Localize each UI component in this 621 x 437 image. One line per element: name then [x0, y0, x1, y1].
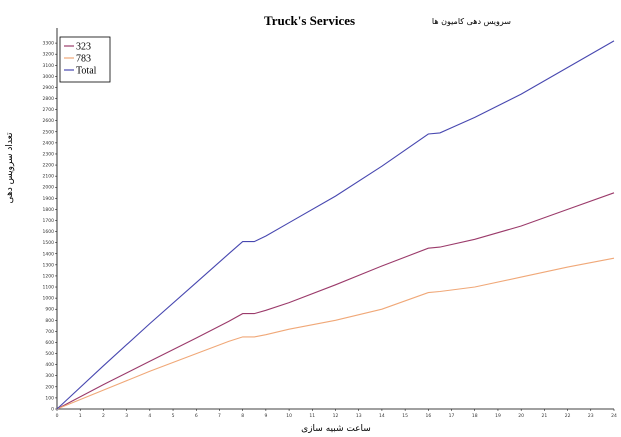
y-tick-label: 700	[45, 329, 54, 335]
y-tick-label: 2600	[43, 118, 55, 124]
x-tick-labels: 0 1 2 3 4 5 6 7 8 9 10 11 12 13 14 15 16 17 18 19 20 21 22 23 24	[56, 413, 617, 419]
chart-title-en: Truck's Services	[264, 13, 355, 28]
y-tick-label: 3300	[43, 41, 55, 47]
y-tick-label: 2100	[43, 174, 55, 180]
x-tick-label: 1	[79, 413, 82, 419]
y-tick-label: 500	[45, 351, 54, 357]
y-tick-label: 2700	[43, 107, 55, 113]
y-tick-label: 2000	[43, 185, 55, 191]
y-tick-label: 1900	[43, 196, 55, 202]
x-tick-label: 22	[565, 413, 571, 419]
y-tick-label: 2900	[43, 85, 55, 91]
y-tick-label: 1700	[43, 218, 55, 224]
x-tick-label: 21	[542, 413, 548, 419]
y-tick-label: 2300	[43, 151, 55, 157]
x-tick-label: 24	[611, 413, 617, 419]
x-tick-label: 15	[402, 413, 408, 419]
series-line-323	[56, 192, 615, 410]
x-tick-label: 5	[172, 413, 175, 419]
x-tick-label: 6	[195, 413, 198, 419]
x-axis-label: ساعت شبیه سازی	[301, 424, 371, 434]
y-tick-labels: 0 100 200 300 400 500 600 700 800 900 1000 1100 1200…	[43, 41, 55, 413]
x-tick-label: 16	[425, 413, 431, 419]
y-tick-label: 900	[45, 307, 54, 313]
chart-subtitle: سرویس دهی کامیون ها	[432, 17, 511, 26]
x-tick-label: 23	[588, 413, 594, 419]
series-lines	[56, 40, 615, 410]
x-tick-label: 14	[379, 413, 385, 419]
x-tick-label: 7	[218, 413, 221, 419]
x-tick-label: 8	[241, 413, 244, 419]
y-axis-label: تعداد سرویس دهی	[5, 132, 15, 203]
axes	[55, 28, 615, 411]
y-tick-label: 300	[45, 373, 54, 379]
x-tick-label: 3	[125, 413, 128, 419]
y-tick-label: 400	[45, 362, 54, 368]
y-tick-label: 2200	[43, 163, 55, 169]
x-tick-label: 10	[286, 413, 292, 419]
series-line-783	[56, 257, 615, 410]
x-tick-label: 13	[356, 413, 362, 419]
y-tick-label: 1000	[43, 296, 55, 302]
legend-label-323: 323	[76, 42, 91, 53]
y-tick-label: 1200	[43, 273, 55, 279]
y-tick-label: 2400	[43, 140, 55, 146]
y-tick-label: 1800	[43, 207, 55, 213]
y-tick-label: 600	[45, 340, 54, 346]
x-tick-label: 17	[449, 413, 455, 419]
y-tick-label: 1100	[43, 285, 55, 291]
y-tick-label: 3200	[43, 52, 55, 58]
x-tick-label: 4	[148, 413, 151, 419]
y-tick-label: 3000	[43, 74, 55, 80]
y-tick-label: 1400	[43, 251, 55, 257]
chart-title: Truck's Services سرویس دهی کامیون ها	[264, 13, 511, 28]
y-tick-label: 3100	[43, 63, 55, 69]
legend-label-total: Total	[76, 66, 97, 77]
series-line-total	[56, 40, 615, 410]
x-tick-label: 0	[56, 413, 59, 419]
x-tick-label: 20	[518, 413, 524, 419]
y-tick-label: 1300	[43, 262, 55, 268]
x-tick-label: 18	[472, 413, 478, 419]
y-tick-label: 0	[51, 407, 54, 413]
x-tick-label: 19	[495, 413, 501, 419]
y-tick-label: 1600	[43, 229, 55, 235]
y-tick-label: 1500	[43, 240, 55, 246]
y-tick-label: 100	[45, 395, 54, 401]
y-tick-label: 200	[45, 384, 54, 390]
y-tick-label: 800	[45, 318, 54, 324]
x-tick-label: 9	[264, 413, 267, 419]
x-tick-label: 2	[102, 413, 105, 419]
x-tick-label: 12	[333, 413, 339, 419]
legend-box	[59, 36, 111, 83]
x-tick-label: 11	[309, 413, 315, 419]
y-tick-label: 2800	[43, 96, 55, 102]
legend-label-783: 783	[76, 54, 91, 65]
y-tick-label: 2500	[43, 129, 55, 135]
